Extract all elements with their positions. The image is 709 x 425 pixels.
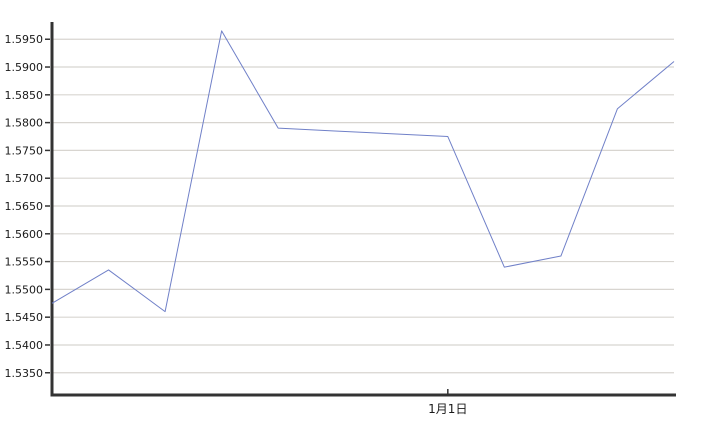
y-tick-label: 1.5350 xyxy=(5,367,44,380)
y-tick-label: 1.5900 xyxy=(5,61,44,74)
series-line xyxy=(51,30,675,313)
y-tick-label: 1.5500 xyxy=(5,283,44,296)
y-tick-label: 1.5700 xyxy=(5,172,44,185)
y-tick-label: 1.5450 xyxy=(5,311,44,324)
y-tick-label: 1.5600 xyxy=(5,228,44,241)
y-tick-label: 1.5650 xyxy=(5,200,44,213)
y-tick-label: 1.5800 xyxy=(5,117,44,130)
y-tick-label: 1.5400 xyxy=(5,339,44,352)
y-tick-label: 1.5950 xyxy=(5,33,44,46)
y-tick-label: 1.5550 xyxy=(5,256,44,269)
y-tick-label: 1.5750 xyxy=(5,144,44,157)
x-tick-label: 1月1日 xyxy=(428,402,467,416)
y-tick-label: 1.5850 xyxy=(5,89,44,102)
